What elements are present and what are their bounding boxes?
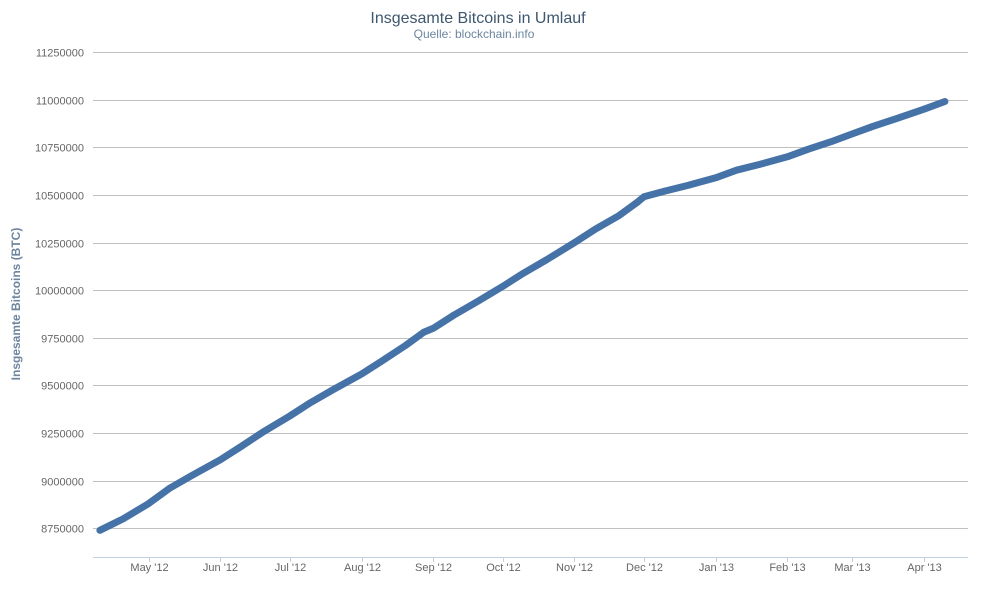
- y-tick-label: 10250000: [35, 239, 84, 251]
- series-line: [96, 98, 949, 534]
- x-tick-label: Jun '12: [203, 562, 238, 574]
- x-tick-label: Nov '12: [556, 562, 593, 574]
- y-tick-label: 9500000: [41, 381, 84, 393]
- series-layer: [96, 98, 949, 534]
- grid-lines: [93, 52, 968, 529]
- x-tick-label: Mar '13: [834, 562, 870, 574]
- chart-title: Insgesamte Bitcoins in Umlauf: [370, 10, 586, 27]
- x-tick-label: Sep '12: [415, 562, 452, 574]
- y-tick-label: 11000000: [36, 96, 84, 108]
- x-tick-label: Feb '13: [769, 562, 805, 574]
- y-tick-label: 10000000: [35, 286, 84, 298]
- y-axis-label: Insgesamte Bitcoins (BTC): [9, 228, 23, 381]
- x-axis: May '12 Jun '12 Jul '12 Aug '12 Sep '12 Oct '…: [93, 557, 968, 574]
- y-tick-label: 10500000: [35, 191, 84, 203]
- x-tick-label: Jan '13: [699, 562, 734, 574]
- x-tick-label: Apr '13: [907, 562, 942, 574]
- y-axis-ticks: 8750000 9000000 9250000 9500000 9750000 10000…: [35, 48, 84, 536]
- y-tick-label: 11250000: [36, 48, 84, 60]
- x-tick-label: Dec '12: [626, 562, 663, 574]
- x-tick-label: Jul '12: [275, 562, 306, 574]
- x-tick-label: Oct '12: [486, 562, 521, 574]
- x-tick-label: Aug '12: [344, 562, 381, 574]
- y-tick-label: 9750000: [41, 334, 84, 346]
- x-tick-label: May '12: [130, 562, 168, 574]
- y-tick-label: 9250000: [41, 429, 84, 441]
- y-tick-label: 9000000: [41, 477, 84, 489]
- y-tick-label: 8750000: [41, 524, 84, 536]
- y-tick-label: 10750000: [35, 143, 84, 155]
- chart-subtitle: Quelle: blockchain.info: [414, 27, 535, 41]
